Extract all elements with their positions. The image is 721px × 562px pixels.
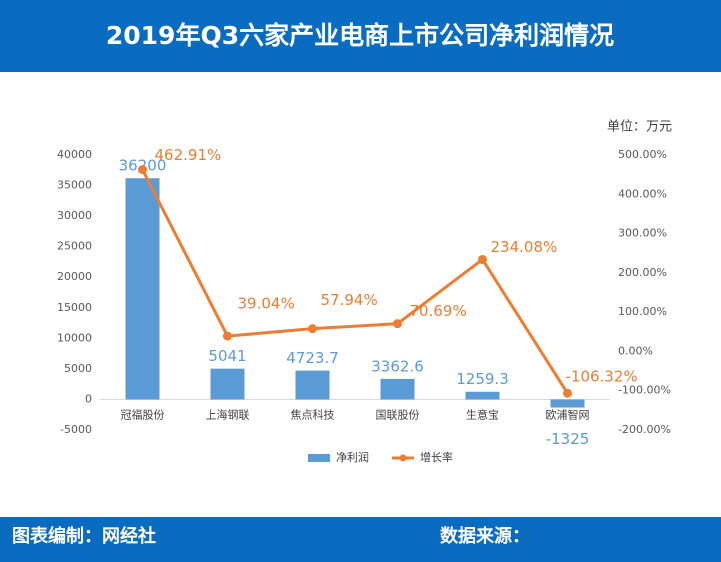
line-point: [223, 331, 232, 341]
y2-tick-label: 100.00%: [618, 305, 667, 318]
legend-swatch: [399, 454, 407, 462]
x-tick-label: 上海钢联: [206, 407, 250, 421]
line-point: [563, 388, 572, 398]
unit-label: 单位：万元: [607, 120, 672, 135]
y2-tick-label: -200.00%: [618, 423, 671, 436]
bar-value-label: 4723.7: [286, 349, 339, 367]
footer-right: 数据来源：: [440, 525, 530, 547]
line-value-label: 462.91%: [155, 146, 222, 164]
bar: [125, 178, 160, 400]
y-tick-label: 30000: [57, 209, 92, 222]
header-bar: [0, 0, 721, 72]
line-value-label: 234.08%: [491, 238, 558, 256]
bar: [380, 378, 415, 400]
bar: [210, 368, 245, 400]
x-tick-label: 生意宝: [466, 407, 499, 421]
chart-title: 2019年Q3六家产业电商上市公司净利润情况: [106, 21, 614, 50]
line-value-label: -106.32%: [566, 368, 638, 386]
legend-label: 净利润: [336, 450, 369, 464]
line-value-label: 70.69%: [410, 302, 467, 320]
legend-label: 增长率: [420, 450, 453, 464]
line-value-label: 57.94%: [321, 291, 378, 309]
y2-tick-label: -100.00%: [618, 384, 671, 397]
y-tick-label: 15000: [57, 301, 92, 314]
x-tick-label: 欧浦智网: [546, 407, 590, 421]
bar-value-label: 1259.3: [456, 370, 509, 388]
line-point: [393, 319, 402, 329]
line-point: [478, 254, 487, 264]
x-tick-label: 焦点科技: [291, 407, 335, 421]
y-tick-label: 25000: [57, 240, 92, 253]
line: [141, 168, 569, 395]
bar-value-label: 3362.6: [371, 357, 424, 375]
y-tick-label: 5000: [64, 362, 92, 375]
y-tick-label: 20000: [57, 270, 92, 283]
x-tick-label: 冠福股份: [121, 407, 165, 421]
y-tick-label: 35000: [57, 179, 92, 192]
footer-bar: [0, 517, 721, 562]
line-point: [138, 165, 147, 175]
y2-tick-label: 300.00%: [618, 227, 667, 240]
y2-tick-label: 200.00%: [618, 266, 667, 279]
x-tick-label: 国联股份: [376, 408, 420, 421]
bar: [465, 391, 500, 400]
footer-left: 图表编制：网经社: [12, 525, 156, 547]
line-value-label: 39.04%: [238, 295, 295, 313]
bar-value-label: 5041: [208, 347, 246, 365]
y2-tick-label: 500.00%: [618, 148, 667, 161]
y2-tick-label: 0.00%: [618, 344, 653, 357]
y2-tick-label: 400.00%: [618, 187, 667, 200]
bar: [550, 399, 585, 408]
bar-value-label: -1325: [546, 430, 590, 448]
y-tick-label: -5000: [60, 423, 92, 436]
line-point: [308, 324, 317, 334]
y-tick-label: 40000: [57, 148, 92, 161]
y-tick-label: 0: [85, 392, 92, 405]
y-tick-label: 10000: [57, 331, 92, 344]
legend-swatch: [308, 454, 330, 462]
bar: [295, 370, 330, 400]
